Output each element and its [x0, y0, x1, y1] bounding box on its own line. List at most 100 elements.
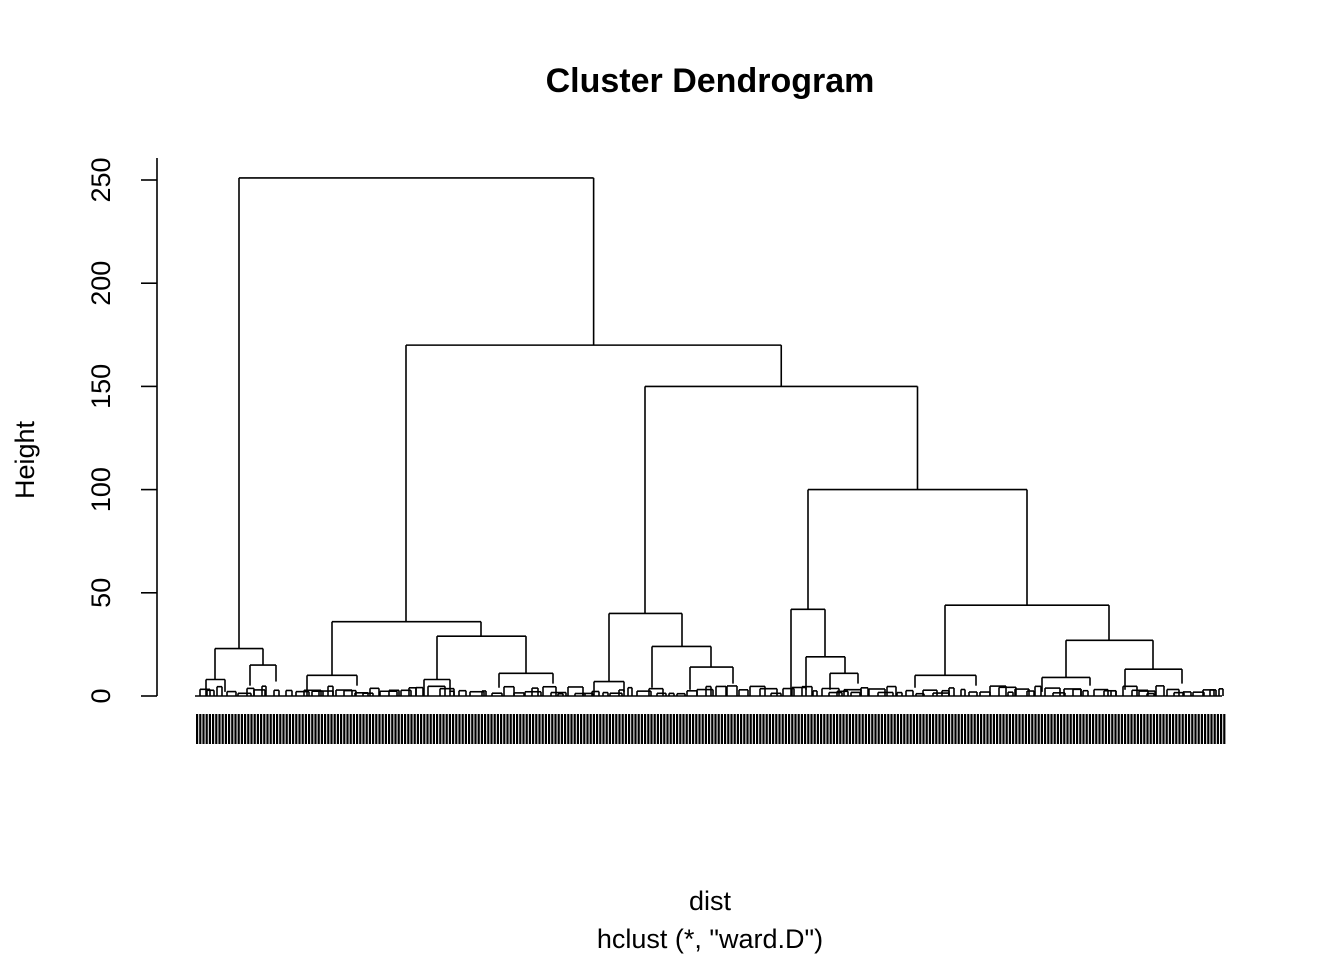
leaf-label-mark [388, 714, 391, 744]
leaf-label-mark [1159, 714, 1162, 744]
leaf-label-mark [1108, 714, 1111, 744]
leaf-label-mark [1168, 714, 1171, 744]
leaf-label-mark [266, 714, 269, 744]
leaf-label-mark [288, 714, 291, 744]
leaf-label-mark [516, 714, 519, 744]
leaf-label-mark [218, 714, 221, 744]
leaf-label-mark [320, 714, 323, 744]
leaf-label-mark [637, 714, 640, 744]
leaf-label-mark [580, 714, 583, 744]
leaf-label-mark [432, 714, 435, 744]
leaf-label-mark [356, 714, 359, 744]
leaf-label-mark [1124, 714, 1127, 744]
leaf-label-mark [599, 714, 602, 744]
leaf-label-mark [909, 714, 912, 744]
leaf-label-mark [464, 714, 467, 744]
leaf-label-mark [292, 714, 295, 744]
leaf-label-mark [724, 714, 727, 744]
leaf-label-mark [1152, 714, 1155, 744]
leaf-label-mark [816, 714, 819, 744]
leaf-label-mark [445, 714, 448, 744]
leaf-label-mark [980, 714, 983, 744]
leaf-label-mark [349, 714, 352, 744]
leaf-label-mark [352, 714, 355, 744]
leaf-label-mark [493, 714, 496, 744]
leaf-label-mark [391, 714, 394, 744]
leaf-label-mark [890, 714, 893, 744]
leaf-label-mark [896, 714, 899, 744]
leaf-label-mark [608, 714, 611, 744]
leaf-label-mark [570, 714, 573, 744]
leaf-label-mark [749, 714, 752, 744]
leaf-label-mark [852, 714, 855, 744]
leaf-label-mark [919, 714, 922, 744]
leaf-label-mark [1140, 714, 1143, 744]
leaf-label-mark [548, 714, 551, 744]
leaf-label-mark [506, 714, 509, 744]
leaf-label-mark [1079, 714, 1082, 744]
leaf-label-mark [1162, 714, 1165, 744]
leaf-label-mark [586, 714, 589, 744]
leaf-label-mark [1098, 714, 1101, 744]
leaf-label-mark [922, 714, 925, 744]
leaf-label-mark [800, 714, 803, 744]
leaf-label-mark [410, 714, 413, 744]
leaf-label-mark [343, 714, 346, 744]
leaf-label-mark [1143, 714, 1146, 744]
x-axis-label: dist [689, 886, 732, 916]
leaf-label-mark [474, 714, 477, 744]
leaf-label-mark [384, 714, 387, 744]
leaf-label-mark [404, 714, 407, 744]
leaf-label-mark [954, 714, 957, 744]
leaf-label-mark [1082, 714, 1085, 744]
leaf-label-mark [1037, 714, 1040, 744]
leaf-label-mark [208, 714, 211, 744]
leaf-label-mark [509, 714, 512, 744]
leaf-label-mark [874, 714, 877, 744]
leaf-label-mark [407, 714, 410, 744]
chart-title: Cluster Dendrogram [546, 62, 875, 100]
leaf-label-mark [807, 714, 810, 744]
leaf-label-mark [858, 714, 861, 744]
leaf-label-mark [458, 714, 461, 744]
leaf-label-mark [778, 714, 781, 744]
leaf-label-mark [912, 714, 915, 744]
leaf-label-mark [461, 714, 464, 744]
leaf-label-mark [420, 714, 423, 744]
leaf-label-mark [1146, 714, 1149, 744]
y-tick-label: 50 [86, 578, 116, 608]
y-axis-ticks: 0 50 100 150 200 250 [86, 157, 157, 704]
leaf-label-mark [1072, 714, 1075, 744]
leaf-label-mark [522, 714, 525, 744]
leaf-label-mark [589, 714, 592, 744]
leaf-label-mark [228, 714, 231, 744]
leaf-label-mark [1095, 714, 1098, 744]
leaf-label-mark [196, 714, 199, 744]
leaf-label-mark [336, 714, 339, 744]
leaf-label-mark [1191, 714, 1194, 744]
leaf-label-mark [941, 714, 944, 744]
leaf-label-mark [727, 714, 730, 744]
leaf-label-mark [759, 714, 762, 744]
y-tick-label: 0 [86, 688, 116, 703]
leaf-label-mark [448, 714, 451, 744]
leaf-label-mark [496, 714, 499, 744]
leaf-label-mark [791, 714, 794, 744]
leaf-label-mark [836, 714, 839, 744]
leaf-label-mark [1188, 714, 1191, 744]
leaf-label-mark [596, 714, 599, 744]
leaf-label-mark [884, 714, 887, 744]
leaf-label-mark [672, 714, 675, 744]
dendrogram-branches [195, 177, 1224, 697]
leaf-label-mark [813, 714, 816, 744]
leaf-label-mark [660, 714, 663, 744]
leaf-label-mark [628, 714, 631, 744]
leaf-label-mark [695, 714, 698, 744]
leaf-label-mark [269, 714, 272, 744]
leaf-label-mark [295, 714, 298, 744]
leaf-label-mark [1104, 714, 1107, 744]
leaf-label-mark [1024, 714, 1027, 744]
leaf-label-mark [762, 714, 765, 744]
leaf-label-mark [666, 714, 669, 744]
leaf-label-mark [784, 714, 787, 744]
